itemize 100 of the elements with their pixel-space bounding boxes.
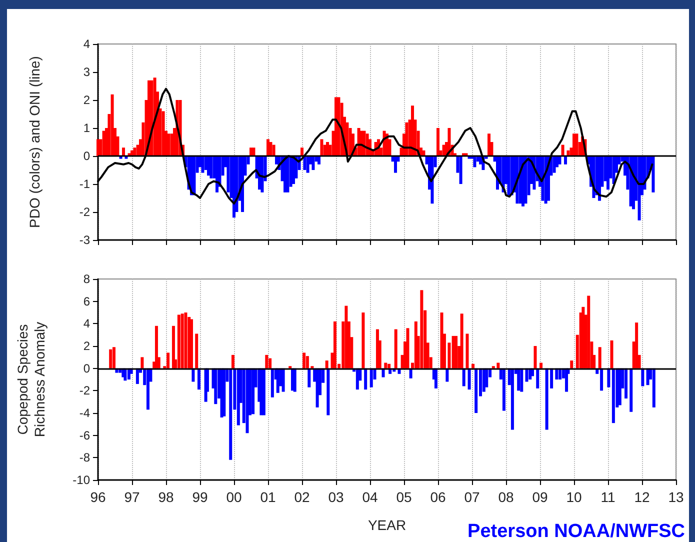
bar	[269, 142, 272, 156]
bar	[252, 368, 255, 414]
bar	[370, 368, 373, 388]
y-axis-title: PDO (colors) and ONI (line)	[26, 56, 42, 228]
x-tick-label: 97	[124, 489, 140, 505]
bar	[635, 322, 638, 368]
bar	[388, 364, 391, 368]
x-tick-label: 06	[430, 489, 446, 505]
x-axis-title: YEAR	[368, 517, 406, 533]
x-tick-label: 98	[158, 489, 174, 505]
bar	[262, 368, 266, 416]
bar	[265, 354, 268, 368]
bar	[462, 368, 466, 386]
bar	[140, 357, 144, 368]
bar	[534, 346, 537, 368]
x-tick-label: 02	[294, 489, 310, 505]
x-tick-label: 08	[498, 489, 514, 505]
bar	[466, 334, 469, 368]
bar	[473, 156, 476, 168]
x-tick-label: 03	[328, 489, 344, 505]
bar	[195, 334, 198, 368]
bar	[624, 368, 628, 398]
bar	[302, 352, 306, 368]
bar	[517, 368, 520, 391]
y-tick-label: 3	[83, 65, 90, 79]
bar	[210, 156, 213, 178]
y-tick-label: 2	[83, 339, 90, 353]
bar	[325, 360, 328, 368]
bar	[326, 368, 330, 416]
bar	[272, 144, 276, 156]
bar	[364, 368, 368, 390]
bar	[214, 368, 218, 404]
bar	[167, 134, 170, 156]
x-tick-label: 11	[600, 489, 616, 505]
bar	[472, 364, 475, 368]
bar	[420, 290, 424, 368]
bar	[337, 97, 340, 156]
y-tick-label: 0	[83, 149, 90, 163]
bar	[197, 368, 200, 390]
bar	[641, 368, 644, 386]
x-tick-label: 12	[634, 489, 650, 505]
bar	[177, 314, 180, 368]
y-tick-label: -1	[79, 177, 90, 191]
bar	[540, 362, 543, 368]
bar	[282, 368, 285, 392]
bar	[146, 368, 150, 410]
y-tick-label: -4	[79, 406, 90, 420]
y-tick-label: -8	[79, 450, 90, 465]
x-tick-label: 00	[226, 489, 242, 505]
bar	[268, 358, 272, 368]
bar	[222, 368, 226, 416]
bar	[474, 368, 478, 413]
bar	[607, 368, 610, 388]
bar	[460, 314, 464, 368]
x-tick-label: 04	[362, 489, 378, 505]
bar	[652, 368, 656, 408]
bar	[122, 148, 125, 156]
bar	[502, 368, 506, 411]
x-tick-label: 96	[90, 489, 106, 505]
bar	[231, 354, 234, 368]
bar	[180, 314, 184, 368]
bar	[110, 94, 114, 156]
bar	[300, 148, 304, 156]
bar	[192, 156, 196, 196]
bar	[394, 329, 398, 368]
x-tick-label: 10	[566, 489, 582, 505]
bar	[598, 347, 602, 368]
bar	[459, 156, 462, 184]
bar	[229, 368, 232, 460]
bar	[406, 328, 410, 368]
bar	[570, 360, 574, 368]
bar	[320, 139, 324, 156]
text: Peterson NOAA/NWFSC	[468, 521, 686, 542]
bar	[172, 326, 175, 368]
bar	[260, 368, 263, 416]
bar	[510, 368, 514, 430]
bar	[575, 134, 578, 156]
x-tick-label: 13	[668, 489, 684, 505]
bar	[308, 368, 311, 388]
bar	[384, 362, 388, 368]
bar	[162, 111, 165, 156]
x-tick-label: 01	[260, 489, 276, 505]
bar	[612, 368, 615, 424]
bar	[434, 368, 438, 388]
bar	[286, 156, 290, 192]
y-tick-label: 6	[83, 294, 90, 308]
bar	[293, 368, 296, 392]
bar	[166, 352, 170, 368]
bar	[405, 122, 408, 156]
x-tick-label: 07	[464, 489, 480, 505]
bar	[468, 368, 471, 390]
bar	[190, 319, 193, 368]
bar	[422, 150, 426, 156]
bar	[154, 326, 158, 368]
y-tick-label: -3	[79, 233, 90, 247]
bar	[184, 312, 188, 368]
bar	[561, 144, 564, 156]
x-tick-label: 05	[396, 489, 412, 505]
bar	[344, 306, 348, 368]
y-axis-title: Copepod Species Richness Anomaly	[14, 322, 48, 438]
